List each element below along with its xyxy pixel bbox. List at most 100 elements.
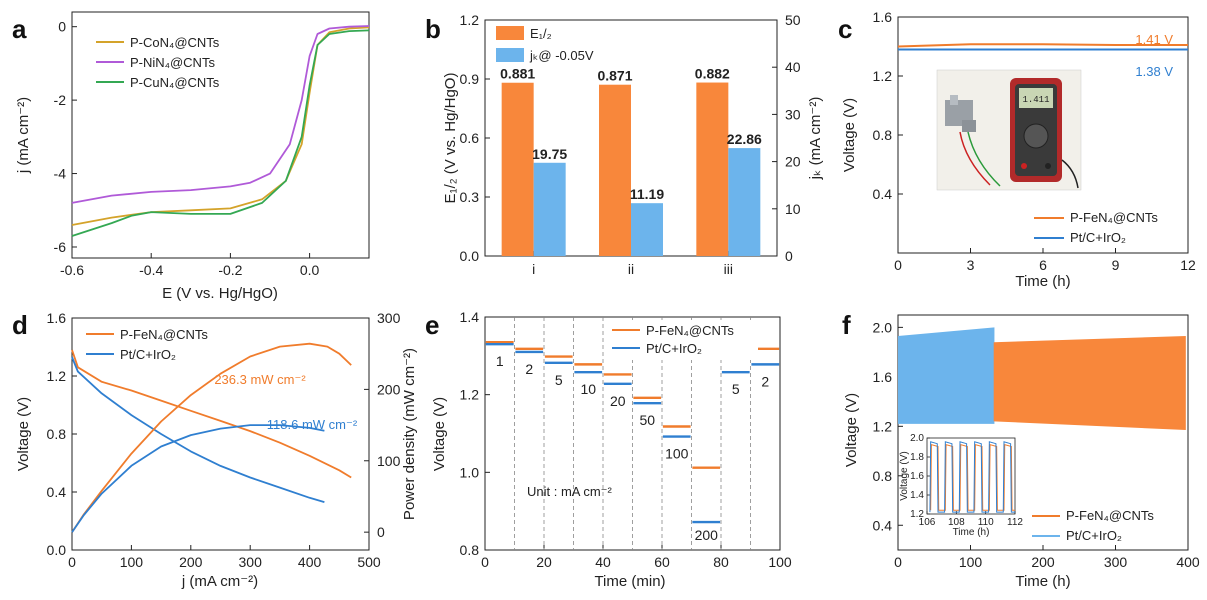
multimeter-display bbox=[1019, 88, 1053, 108]
bar-data-label: 0.871 bbox=[597, 68, 632, 84]
legend-label: P-CuN₄@CNTs bbox=[130, 75, 220, 90]
x-tick-label: i bbox=[532, 261, 535, 277]
y-right-tick-label: 100 bbox=[377, 453, 401, 469]
panel-b-ylabel-right: jₖ (mA cm⁻²) bbox=[807, 97, 824, 181]
x-tick-label: ii bbox=[628, 261, 634, 277]
x-tick-label: 500 bbox=[357, 554, 381, 570]
cycling-band-blue bbox=[898, 327, 995, 424]
curve-voltage-orange bbox=[71, 349, 352, 479]
y-tick-label: 0.8 bbox=[47, 426, 67, 442]
multimeter-dial bbox=[1023, 123, 1049, 149]
x-tick-label: -0.2 bbox=[218, 262, 242, 278]
legend-swatch-e12 bbox=[496, 26, 524, 40]
y-tick-label: 0.0 bbox=[460, 248, 480, 264]
x-tick-label: 0.0 bbox=[300, 262, 320, 278]
panel-a-xlabel: E (V vs. Hg/HgO) bbox=[162, 285, 278, 302]
bar-jk bbox=[631, 203, 663, 256]
panel-f-ylabel: Voltage (V) bbox=[843, 393, 860, 467]
x-tick-label: 60 bbox=[654, 554, 670, 570]
bar-data-label: 19.75 bbox=[532, 146, 567, 162]
y-tick-label: -2 bbox=[54, 92, 67, 108]
panel-d-frame bbox=[71, 317, 370, 551]
curve-green bbox=[71, 29, 370, 237]
x-tick-label: 300 bbox=[1104, 554, 1128, 570]
panel-c-ylabel: Voltage (V) bbox=[841, 98, 858, 172]
panel-d-legend: P-FeN₄@CNTs Pt/C+IrO₂ bbox=[86, 327, 208, 362]
y-tick-label: -4 bbox=[54, 166, 67, 182]
inset-x-tick-label: 106 bbox=[919, 517, 936, 528]
bar-data-label: 0.881 bbox=[500, 66, 535, 82]
legend-label: Pt/C+IrO₂ bbox=[1066, 528, 1122, 543]
panel-d-ylabel: Voltage (V) bbox=[15, 397, 32, 471]
x-tick-label: 20 bbox=[536, 554, 552, 570]
panel-c-annotation-fe: 1.41 V bbox=[1135, 32, 1173, 47]
legend-label: P-CoN₄@CNTs bbox=[130, 35, 220, 50]
x-tick-label: 0 bbox=[894, 257, 902, 273]
step-label: 50 bbox=[639, 412, 655, 428]
step-label: 100 bbox=[665, 446, 689, 462]
inset-y-tick-label: 1.6 bbox=[910, 471, 924, 482]
panel-c-legend: P-FeN₄@CNTs Pt/C+IrO₂ bbox=[1034, 210, 1158, 245]
panel-b-legend: E₁/₂ jₖ@ -0.05V bbox=[496, 26, 594, 63]
legend-swatch-jk bbox=[496, 48, 524, 62]
step-label: 2 bbox=[761, 373, 769, 389]
y-tick-label: 0.6 bbox=[460, 130, 480, 146]
inset-xlabel: Time (h) bbox=[953, 527, 990, 538]
multimeter-reading: 1.411 bbox=[1022, 95, 1049, 105]
panel-a-ylabel: j (mA cm⁻²) bbox=[15, 97, 32, 174]
panel-d-curves bbox=[71, 342, 352, 533]
y-tick-label: 1.2 bbox=[460, 12, 480, 28]
panel-f-bands bbox=[898, 327, 1186, 431]
x-tick-label: 100 bbox=[768, 554, 792, 570]
panel-b-label: b bbox=[425, 14, 441, 44]
step-label: 2 bbox=[525, 361, 533, 377]
panel-c-label: c bbox=[838, 14, 852, 44]
x-tick-label: 3 bbox=[967, 257, 975, 273]
panel-f-xlabel: Time (h) bbox=[1015, 573, 1070, 590]
x-tick-label: 0 bbox=[68, 554, 76, 570]
bar-e12 bbox=[501, 82, 534, 256]
y-tick-label: 0.4 bbox=[873, 186, 893, 202]
legend-label: P-NiN₄@CNTs bbox=[130, 55, 215, 70]
legend-label: P-FeN₄@CNTs bbox=[120, 327, 208, 342]
y-tick-label: 0.0 bbox=[47, 542, 67, 558]
x-tick-label: 400 bbox=[298, 554, 322, 570]
panel-c-photo: 1.411 bbox=[936, 69, 1082, 191]
panel-e-legend: P-FeN₄@CNTs Pt/C+IrO₂ bbox=[608, 320, 758, 360]
bar-data-label: 22.86 bbox=[727, 131, 762, 147]
step-label: 20 bbox=[610, 393, 626, 409]
panel-b-ylabel: E₁/₂ (V vs. Hg/HgO) bbox=[442, 73, 459, 204]
x-tick-label: -0.4 bbox=[139, 262, 163, 278]
legend-label: P-FeN₄@CNTs bbox=[646, 323, 734, 338]
legend-label: Pt/C+IrO₂ bbox=[1070, 230, 1126, 245]
curve-voltage-blue bbox=[71, 356, 325, 503]
y-tick-label: 1.0 bbox=[460, 464, 480, 480]
inset-y-tick-label: 1.4 bbox=[910, 490, 924, 501]
y-tick-label: 0.9 bbox=[460, 71, 480, 87]
x-tick-label: 0 bbox=[481, 554, 489, 570]
panel-b-bars: 0.881 19.75 0.871 11.19 0.882 22.86 bbox=[500, 66, 762, 256]
panel-a-label: a bbox=[12, 14, 27, 44]
x-tick-label: 40 bbox=[595, 554, 611, 570]
x-tick-label: 200 bbox=[1031, 554, 1055, 570]
curve-power-blue bbox=[71, 424, 325, 533]
y-right-tick-label: 50 bbox=[785, 12, 801, 28]
bar-data-label: 11.19 bbox=[630, 186, 664, 202]
y-right-tick-label: 30 bbox=[785, 106, 801, 122]
x-tick-label: 6 bbox=[1039, 257, 1047, 273]
y-tick-label: 1.2 bbox=[47, 368, 67, 384]
bar-jk bbox=[728, 148, 761, 256]
legend-label: P-FeN₄@CNTs bbox=[1070, 210, 1158, 225]
cycling-band-orange bbox=[993, 336, 1186, 431]
inset-ylabel: Voltage (V) bbox=[899, 451, 910, 500]
panel-f-legend: P-FeN₄@CNTs Pt/C+IrO₂ bbox=[1032, 508, 1154, 543]
step-label: 1 bbox=[496, 353, 504, 369]
y-tick-label: -6 bbox=[54, 239, 67, 255]
y-tick-label: 1.4 bbox=[460, 309, 480, 325]
panel-e-ylabel: Voltage (V) bbox=[431, 397, 448, 471]
bar-jk bbox=[533, 162, 566, 256]
panel-f-ticks: 0 100 200 300 400 0.4 0.8 1.2 1.6 2.0 bbox=[873, 319, 1200, 570]
x-tick-label: 12 bbox=[1180, 257, 1196, 273]
